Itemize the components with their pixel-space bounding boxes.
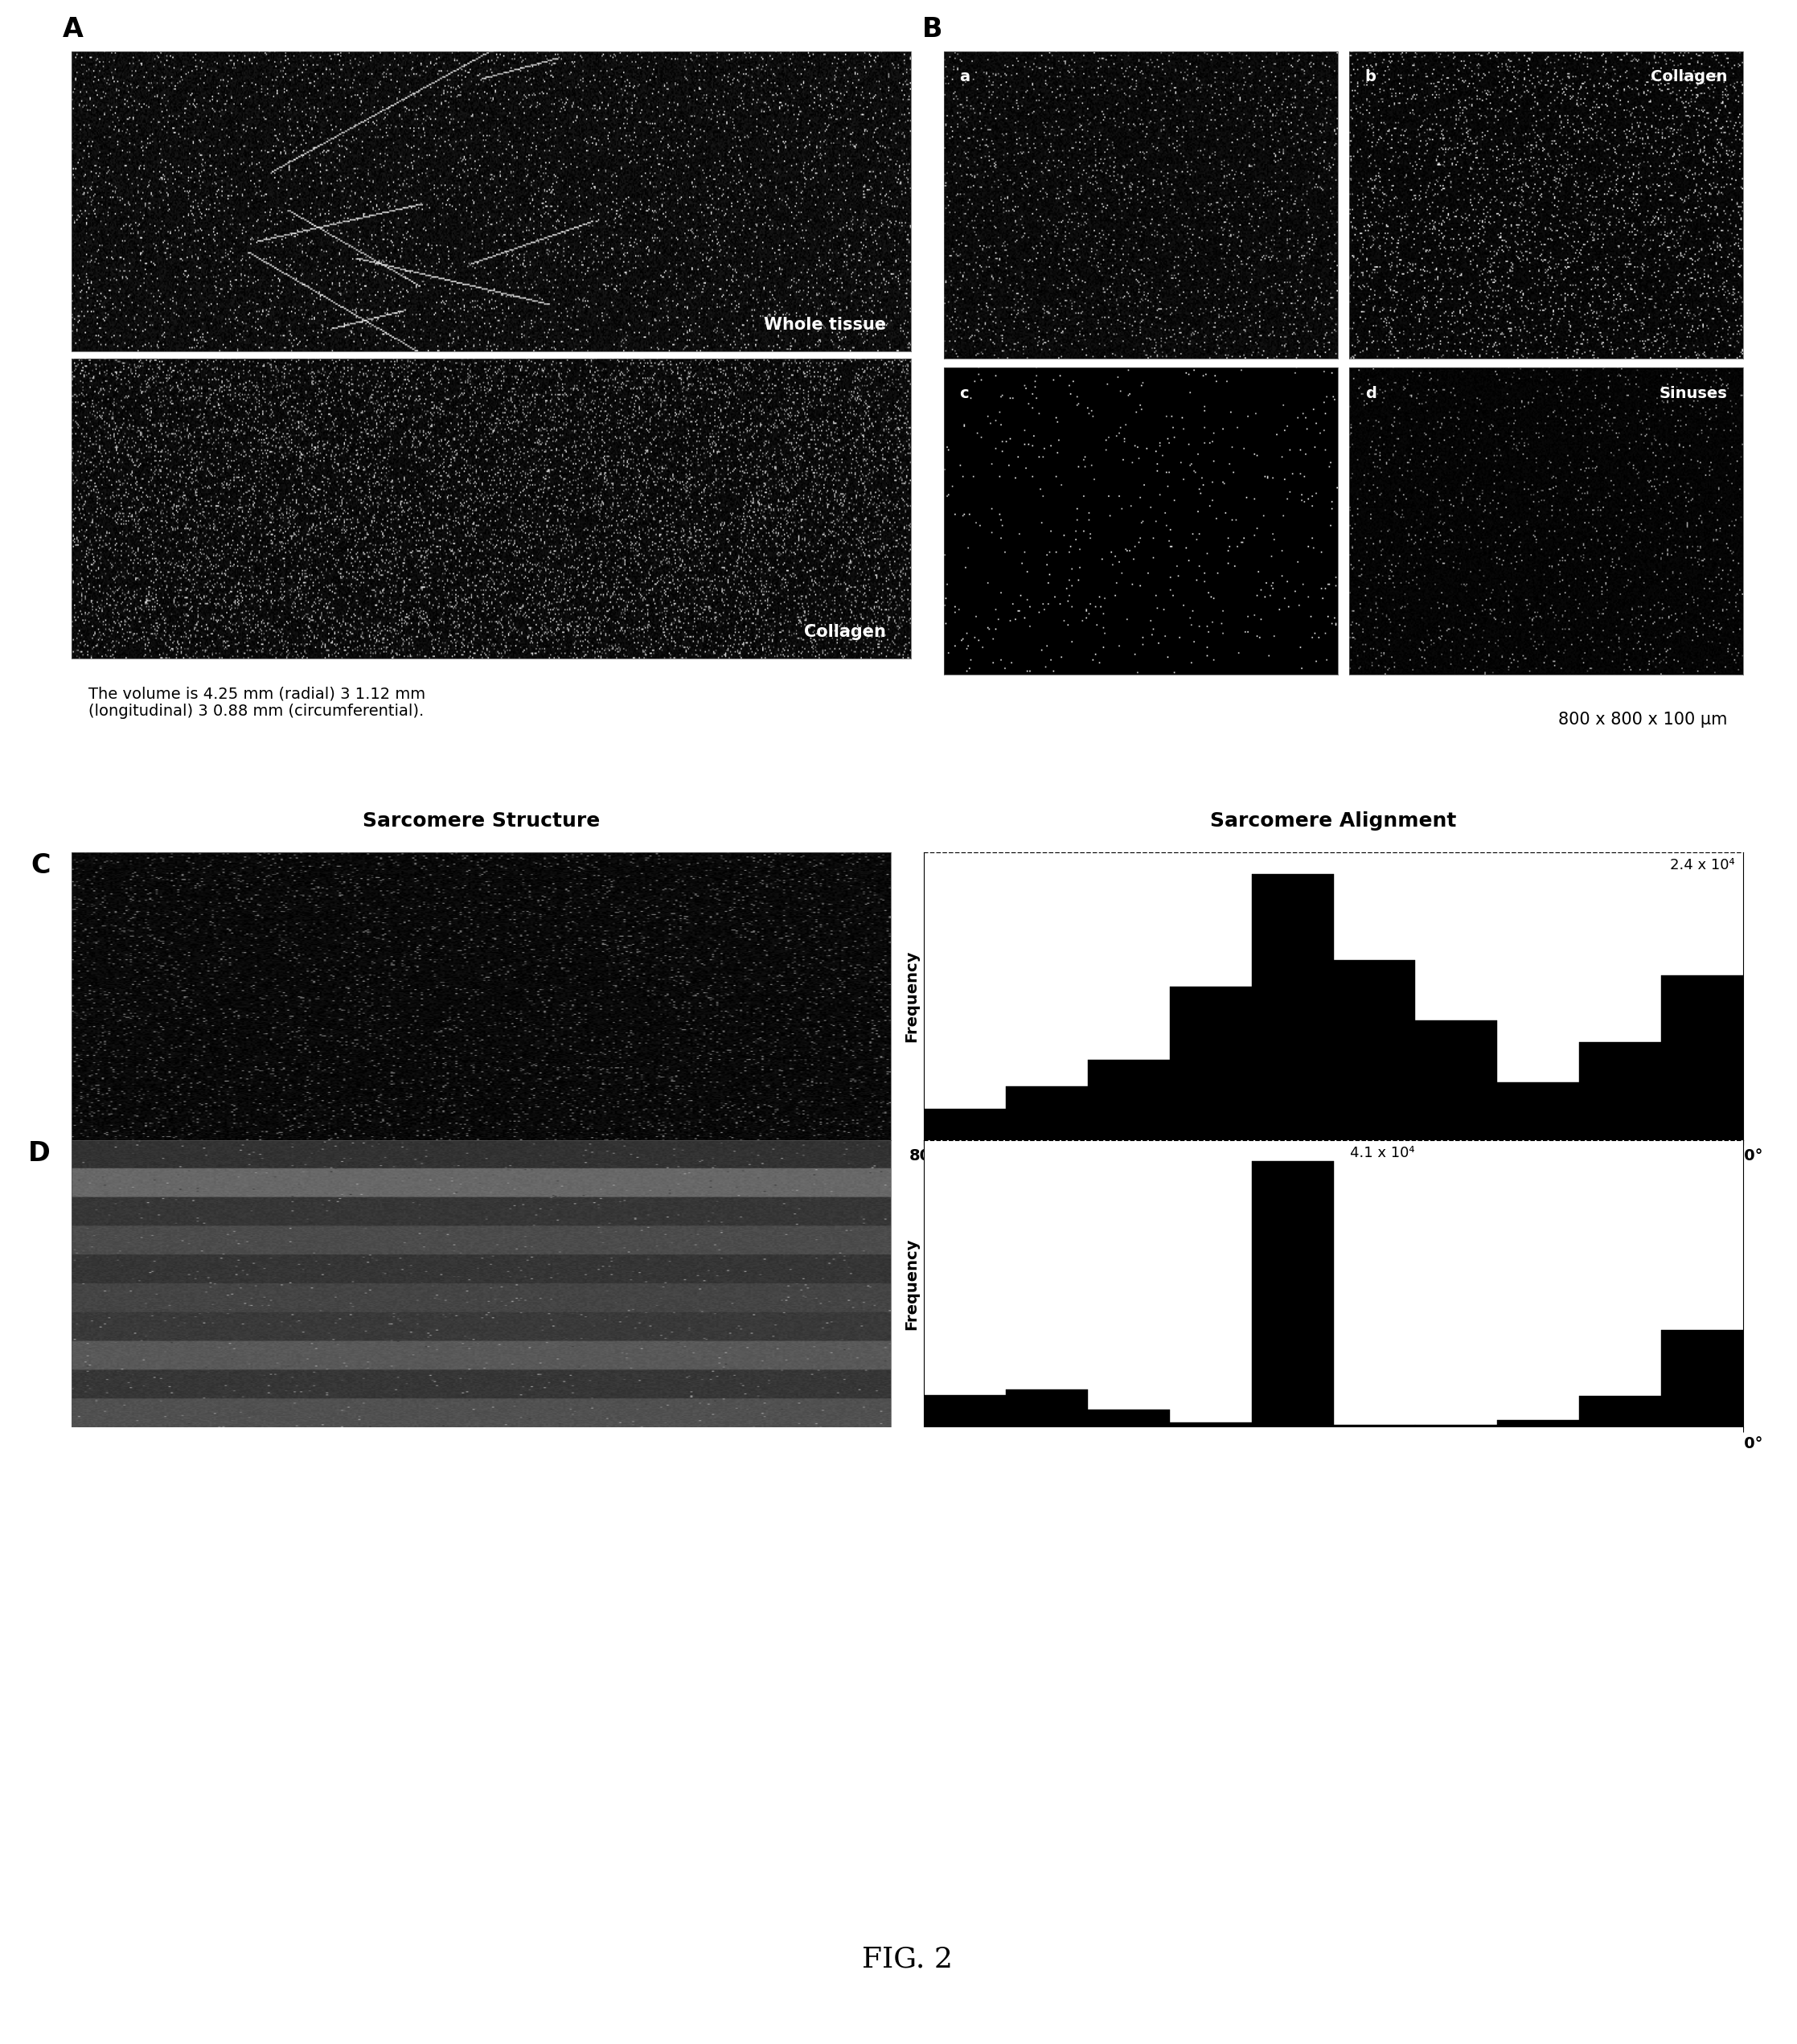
Text: Sarcomere Structure: Sarcomere Structure [363, 811, 600, 830]
Bar [1660, 975, 1743, 1141]
Bar [924, 1108, 1006, 1141]
Text: Collagen: Collagen [1651, 69, 1727, 84]
Bar [1660, 1331, 1743, 1427]
Text: a: a [960, 69, 970, 84]
Y-axis label: Frequency: Frequency [904, 950, 920, 1042]
Bar [1416, 1425, 1497, 1427]
Text: d: d [1366, 386, 1377, 401]
Text: b: b [1366, 69, 1377, 84]
Bar [1333, 1425, 1416, 1427]
Text: 800 x 800 x 100 μm: 800 x 800 x 100 μm [1558, 711, 1727, 728]
Y-axis label: Frequency: Frequency [904, 1239, 920, 1331]
Bar [1006, 1390, 1087, 1427]
Text: B: B [922, 16, 943, 43]
Bar [1170, 987, 1251, 1141]
Text: Whole tissue: Whole tissue [764, 317, 886, 333]
Text: A: A [63, 16, 84, 43]
Bar [1251, 873, 1333, 1141]
Bar [1416, 1020, 1497, 1141]
Text: 2.4 x 10⁴: 2.4 x 10⁴ [1669, 858, 1734, 873]
Text: FIG. 2: FIG. 2 [863, 1946, 952, 1972]
Text: Sarcomere Alignment: Sarcomere Alignment [1211, 811, 1457, 830]
Bar [1006, 1087, 1087, 1141]
Bar [1087, 1061, 1170, 1141]
Bar [1087, 1408, 1170, 1427]
Text: C: C [31, 852, 50, 879]
Bar [1580, 1396, 1660, 1427]
Text: c: c [960, 386, 969, 401]
Text: The volume is 4.25 mm (radial) 3 1.12 mm
(longitudinal) 3 0.88 mm (circumferenti: The volume is 4.25 mm (radial) 3 1.12 mm… [88, 687, 426, 719]
Bar [924, 1394, 1006, 1427]
Bar [1497, 1081, 1580, 1141]
Text: D: D [29, 1141, 50, 1167]
Text: Collagen: Collagen [803, 623, 886, 640]
Bar [1251, 1161, 1333, 1427]
Text: 4.1 x 10⁴: 4.1 x 10⁴ [1350, 1145, 1414, 1161]
Bar [1580, 1042, 1660, 1141]
Bar [1333, 961, 1416, 1141]
Text: Sinuses: Sinuses [1659, 386, 1727, 401]
Bar [1170, 1423, 1251, 1427]
Bar [1497, 1421, 1580, 1427]
